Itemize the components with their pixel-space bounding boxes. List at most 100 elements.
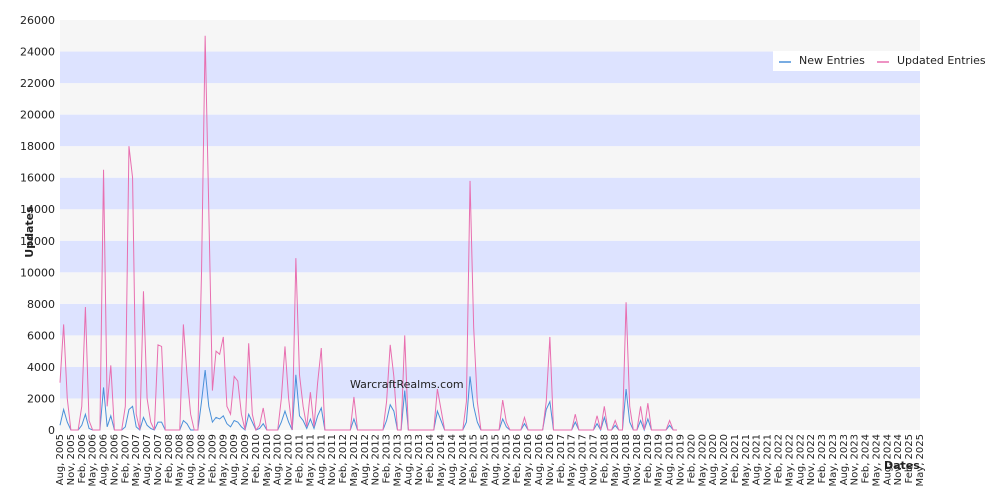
x-tick-label: Aug, 2016 (534, 434, 545, 485)
x-tick-label: May, 2023 (828, 434, 839, 486)
x-tick-label: May, 2013 (392, 434, 403, 486)
y-tick-label: 14000 (20, 203, 55, 216)
legend-box (773, 51, 985, 71)
x-tick-label: May, 2018 (610, 434, 621, 486)
y-axis-title: Updates (23, 206, 36, 258)
x-tick-label: Nov, 2020 (719, 434, 730, 485)
x-tick-label: Feb, 2024 (861, 434, 872, 484)
x-tick-label: Nov, 2015 (501, 434, 512, 485)
x-tick-label: Feb, 2014 (425, 434, 436, 484)
x-tick-label: May, 2019 (654, 434, 665, 486)
x-tick-label: Feb, 2011 (294, 434, 305, 484)
grid-band (60, 114, 920, 147)
y-tick-label: 26000 (20, 14, 55, 27)
x-tick-label: May, 2006 (88, 434, 99, 486)
x-tick-label: Feb, 2015 (469, 434, 480, 484)
x-tick-label: Feb, 2012 (338, 434, 349, 484)
x-tick-label: May, 2015 (480, 434, 491, 486)
x-tick-label: Nov, 2019 (676, 434, 687, 485)
y-tick-label: 16000 (20, 172, 55, 185)
x-tick-label: Aug, 2024 (882, 434, 893, 485)
y-tick-label: 20000 (20, 109, 55, 122)
x-tick-label: Nov, 2013 (414, 434, 425, 485)
x-tick-label: Aug, 2013 (403, 434, 414, 485)
x-tick-label: May, 2009 (218, 434, 229, 486)
x-tick-label: Aug, 2021 (752, 434, 763, 485)
grid-band (60, 398, 920, 430)
x-tick-label: Nov, 2006 (109, 434, 120, 485)
grid-band (60, 83, 920, 115)
x-tick-label: Nov, 2022 (806, 434, 817, 485)
y-tick-label: 18000 (20, 140, 55, 153)
x-tick-label: May, 2016 (523, 434, 534, 486)
x-tick-label: Feb, 2021 (730, 434, 741, 484)
x-tick-label: Nov, 2018 (632, 434, 643, 485)
x-axis-ticks: Aug, 2005 Nov, 2005 Feb, 2006 May, 2006 Aug,… (55, 434, 926, 486)
x-tick-label: Nov, 2007 (153, 434, 164, 485)
x-tick-label: Aug, 2015 (490, 434, 501, 485)
x-tick-label: May, 2021 (741, 434, 752, 486)
x-tick-label: Feb, 2025 (904, 434, 915, 484)
x-tick-label: May, 2025 (915, 434, 926, 486)
y-axis-ticks: 0 2000 4000 6000 8000 10000 12000 14000 16000 180… (20, 14, 55, 437)
x-tick-label: Nov, 2023 (850, 434, 861, 485)
grid-band (60, 240, 920, 273)
x-tick-label: Aug, 2018 (621, 434, 632, 485)
x-tick-label: Nov, 2016 (545, 434, 556, 485)
x-tick-label: Feb, 2009 (207, 434, 218, 484)
grid-band (60, 272, 920, 304)
x-tick-label: May, 2014 (436, 434, 447, 486)
x-tick-label: Nov, 2005 (66, 434, 77, 485)
x-tick-label: Aug, 2007 (142, 434, 153, 485)
x-tick-label: Nov, 2021 (763, 434, 774, 485)
legend-label: Updated Entries (897, 54, 986, 67)
y-tick-label: 22000 (20, 77, 55, 90)
grid-band (60, 177, 920, 210)
x-tick-label: Aug, 2017 (578, 434, 589, 485)
x-tick-label: Feb, 2017 (556, 434, 567, 484)
y-tick-label: 10000 (20, 266, 55, 279)
x-tick-label: Aug, 2009 (229, 434, 240, 485)
legend-label: New Entries (799, 54, 865, 67)
x-tick-label: Nov, 2010 (284, 434, 295, 485)
x-tick-label: Feb, 2018 (599, 434, 610, 484)
grid-band (60, 335, 920, 367)
y-tick-label: 4000 (27, 361, 55, 374)
grid-band (60, 303, 920, 336)
x-tick-label: May, 2012 (349, 434, 360, 486)
x-tick-label: May, 2008 (175, 434, 186, 486)
x-tick-label: Aug, 2011 (316, 434, 327, 485)
grid-bands (60, 20, 920, 430)
series-lines (59, 35, 677, 432)
x-tick-label: Nov, 2009 (240, 434, 251, 485)
x-tick-label: Aug, 2008 (186, 434, 197, 485)
x-tick-label: Nov, 2017 (588, 434, 599, 485)
x-tick-label: May, 2011 (305, 434, 316, 486)
x-tick-label: May, 2024 (871, 434, 882, 486)
x-tick-label: Feb, 2020 (686, 434, 697, 484)
series-line-updated-entries (59, 35, 677, 432)
x-tick-label: Feb, 2022 (773, 434, 784, 484)
x-tick-label: Aug, 2019 (665, 434, 676, 485)
y-tick-label: 8000 (27, 298, 55, 311)
x-tick-label: Feb, 2016 (512, 434, 523, 484)
x-tick-label: Feb, 2013 (382, 434, 393, 484)
x-tick-label: Aug, 2005 (55, 434, 66, 485)
y-tick-label: 12000 (20, 235, 55, 248)
x-tick-label: Feb, 2019 (643, 434, 654, 484)
y-tick-label: 2000 (27, 392, 55, 405)
grid-band (60, 20, 920, 52)
x-tick-label: Aug, 2014 (447, 434, 458, 485)
x-tick-label: May, 2020 (697, 434, 708, 486)
grid-band (60, 146, 920, 178)
legend: New Entries Updated Entries (773, 51, 986, 71)
x-tick-label: Aug, 2012 (360, 434, 371, 485)
x-tick-label: Feb, 2010 (251, 434, 262, 484)
x-tick-label: Aug, 2020 (708, 434, 719, 485)
x-tick-label: Feb, 2008 (164, 434, 175, 484)
y-tick-label: 24000 (20, 46, 55, 59)
x-tick-label: Feb, 2006 (77, 434, 88, 484)
watermark: WarcraftRealms.com (350, 378, 464, 391)
